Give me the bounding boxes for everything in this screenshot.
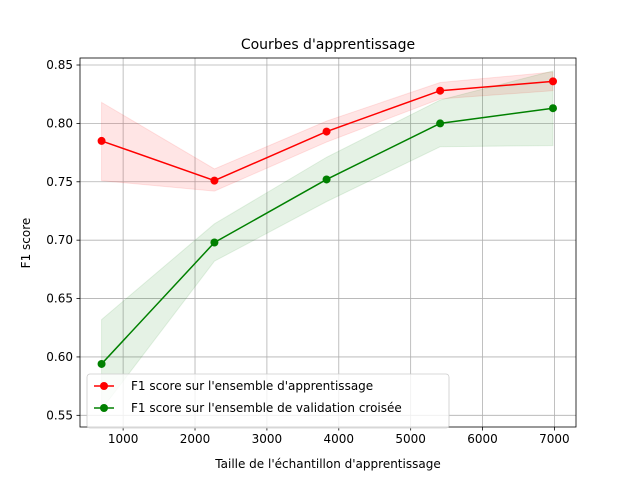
y-tick-label: 0.80 bbox=[46, 116, 73, 130]
x-tick-label: 7000 bbox=[539, 432, 570, 446]
series-1-point bbox=[322, 175, 331, 184]
series-0-point bbox=[322, 127, 331, 136]
legend-label-1: F1 score sur l'ensemble de validation cr… bbox=[131, 401, 402, 415]
x-tick-label: 6000 bbox=[467, 432, 498, 446]
x-tick-label: 3000 bbox=[252, 432, 283, 446]
x-tick-label: 4000 bbox=[324, 432, 355, 446]
x-axis-ticks: 1000 2000 3000 4000 5000 6000 7000 bbox=[108, 427, 570, 446]
y-tick-label: 0.75 bbox=[46, 175, 73, 189]
legend-marker-1 bbox=[100, 404, 108, 412]
series-1-point bbox=[97, 359, 106, 368]
series-0-point bbox=[548, 77, 557, 86]
chart-title: Courbes d'apprentissage bbox=[241, 37, 415, 53]
legend-label-0: F1 score sur l'ensemble d'apprentissage bbox=[131, 379, 373, 393]
series-1-confidence-band bbox=[101, 70, 554, 411]
legend-box bbox=[86, 373, 450, 429]
x-tick-label: 1000 bbox=[108, 432, 139, 446]
series-0-point bbox=[97, 136, 106, 145]
series-0-point bbox=[210, 176, 219, 185]
y-tick-label: 0.65 bbox=[46, 292, 73, 306]
y-tick-label: 0.55 bbox=[46, 408, 73, 422]
series-1-point bbox=[210, 238, 219, 247]
y-tick-label: 0.70 bbox=[46, 233, 73, 247]
y-axis-ticks: 0.55 0.60 0.65 0.70 0.75 0.80 0.85 bbox=[46, 58, 80, 422]
y-tick-label: 0.85 bbox=[46, 58, 73, 72]
x-tick-label: 2000 bbox=[180, 432, 211, 446]
series-0-point bbox=[436, 86, 445, 95]
x-tick-label: 5000 bbox=[395, 432, 426, 446]
y-tick-label: 0.60 bbox=[46, 350, 73, 364]
series-markers bbox=[97, 77, 557, 368]
y-axis-label: F1 score bbox=[19, 218, 33, 269]
legend-marker-0 bbox=[100, 382, 108, 390]
series-1-point bbox=[548, 104, 557, 113]
legend: F1 score sur l'ensemble d'apprentissage F… bbox=[86, 373, 450, 429]
series-1-point bbox=[436, 119, 445, 128]
x-axis-label: Taille de l'échantillon d'apprentissage bbox=[214, 457, 440, 471]
